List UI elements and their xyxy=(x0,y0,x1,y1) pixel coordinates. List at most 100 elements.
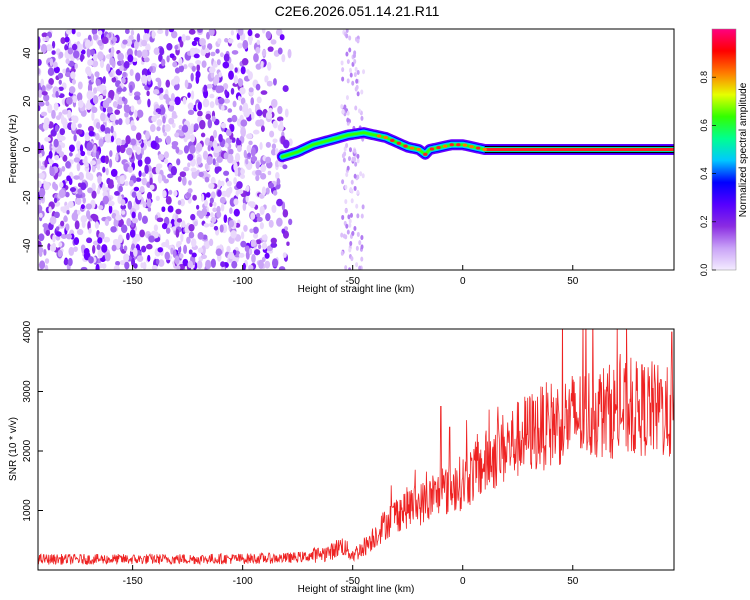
noise-blob xyxy=(162,124,166,134)
noise-blob xyxy=(91,106,98,114)
noise-blob xyxy=(223,214,228,223)
noise-blob xyxy=(92,53,98,62)
noise-blob xyxy=(287,48,292,59)
noise-blob xyxy=(220,203,225,212)
noise-blob xyxy=(354,86,358,92)
noise-blob xyxy=(156,119,163,127)
noise-blob xyxy=(197,260,203,269)
noise-blob xyxy=(133,186,140,192)
noise-blob xyxy=(193,37,201,42)
noise-blob xyxy=(92,33,98,41)
noise-blob xyxy=(204,176,210,183)
noise-blob xyxy=(150,140,157,149)
noise-blob xyxy=(240,168,246,175)
noise-blob xyxy=(38,42,41,51)
noise-blob xyxy=(168,29,175,33)
y-tick-label: -40 xyxy=(22,238,33,253)
noise-blob xyxy=(130,124,137,132)
noise-blob xyxy=(116,239,121,250)
noise-blob xyxy=(161,206,166,213)
noise-blob xyxy=(38,172,45,180)
noise-blob xyxy=(84,160,89,168)
noise-blob xyxy=(135,146,142,155)
noise-blob xyxy=(151,30,155,39)
noise-blob xyxy=(130,29,135,36)
noise-blob xyxy=(130,138,137,146)
noise-blob xyxy=(148,235,155,243)
x-tick-label: -150 xyxy=(123,576,143,587)
noise-blob xyxy=(232,100,237,108)
noise-blob xyxy=(43,181,50,191)
noise-blob xyxy=(104,133,112,143)
noise-blob xyxy=(197,110,203,117)
noise-blob xyxy=(264,76,269,83)
noise-blob xyxy=(238,252,245,258)
noise-blob xyxy=(124,29,130,35)
noise-blob xyxy=(200,254,208,260)
colorbar-tick-label: 0.2 xyxy=(699,216,709,229)
spectrogram-x-ticks: -150 -100 -50 0 50 xyxy=(123,265,579,287)
noise-blob xyxy=(215,98,219,106)
noise-blob xyxy=(40,43,48,54)
noise-blob xyxy=(49,58,54,67)
noise-blob xyxy=(356,213,360,219)
noise-blob xyxy=(140,75,148,84)
colorbar-tick-label: 0.8 xyxy=(699,71,709,84)
noise-blob xyxy=(77,123,82,128)
snr-marks xyxy=(38,329,674,566)
noise-blob xyxy=(73,134,77,142)
noise-blob xyxy=(107,200,115,207)
noise-blob xyxy=(92,95,99,105)
noise-blob xyxy=(88,256,94,264)
noise-blob xyxy=(236,139,242,146)
noise-blob xyxy=(52,234,56,243)
noise-blob xyxy=(213,225,219,231)
noise-blob xyxy=(187,188,193,194)
noise-blob xyxy=(345,29,349,33)
colorbar-tick-label: 0.6 xyxy=(699,119,709,132)
noise-blob xyxy=(275,29,283,36)
noise-blob xyxy=(60,37,66,45)
noise-blob xyxy=(233,208,240,217)
noise-blob xyxy=(355,78,359,84)
noise-blob xyxy=(341,214,345,220)
noise-blob xyxy=(204,163,209,170)
noise-blob xyxy=(241,57,249,66)
noise-blob xyxy=(348,47,352,53)
noise-blob xyxy=(208,29,215,36)
noise-blob xyxy=(197,247,204,254)
noise-blob xyxy=(345,33,349,39)
noise-blob xyxy=(226,245,231,253)
noise-blob xyxy=(58,86,64,92)
noise-blob xyxy=(100,85,107,91)
noise-blob xyxy=(193,53,200,59)
noise-blob xyxy=(286,241,290,246)
signal-hotspot xyxy=(482,147,487,152)
noise-blob xyxy=(129,84,133,93)
noise-blob xyxy=(181,124,189,133)
noise-blob xyxy=(342,157,346,163)
noise-blob xyxy=(217,179,222,189)
noise-blob xyxy=(222,82,229,90)
noise-blob xyxy=(98,94,104,101)
noise-blob xyxy=(131,211,136,219)
noise-blob xyxy=(80,53,84,62)
noise-blob xyxy=(209,222,215,228)
noise-blob xyxy=(116,144,121,153)
y-tick-label: 1000 xyxy=(22,499,33,522)
noise-blob xyxy=(57,249,63,258)
noise-blob xyxy=(98,138,104,147)
noise-blob xyxy=(125,135,131,145)
noise-blob xyxy=(218,97,225,105)
noise-blob xyxy=(153,89,160,95)
noise-blob xyxy=(65,223,70,232)
noise-blob xyxy=(163,151,170,159)
noise-blob xyxy=(155,163,163,169)
noise-blob xyxy=(94,221,100,229)
noise-blob xyxy=(158,53,163,62)
noise-blob xyxy=(137,159,143,167)
noise-blob xyxy=(55,231,62,237)
noise-blob xyxy=(353,225,357,231)
noise-blob xyxy=(187,125,194,135)
noise-blob xyxy=(177,176,182,182)
